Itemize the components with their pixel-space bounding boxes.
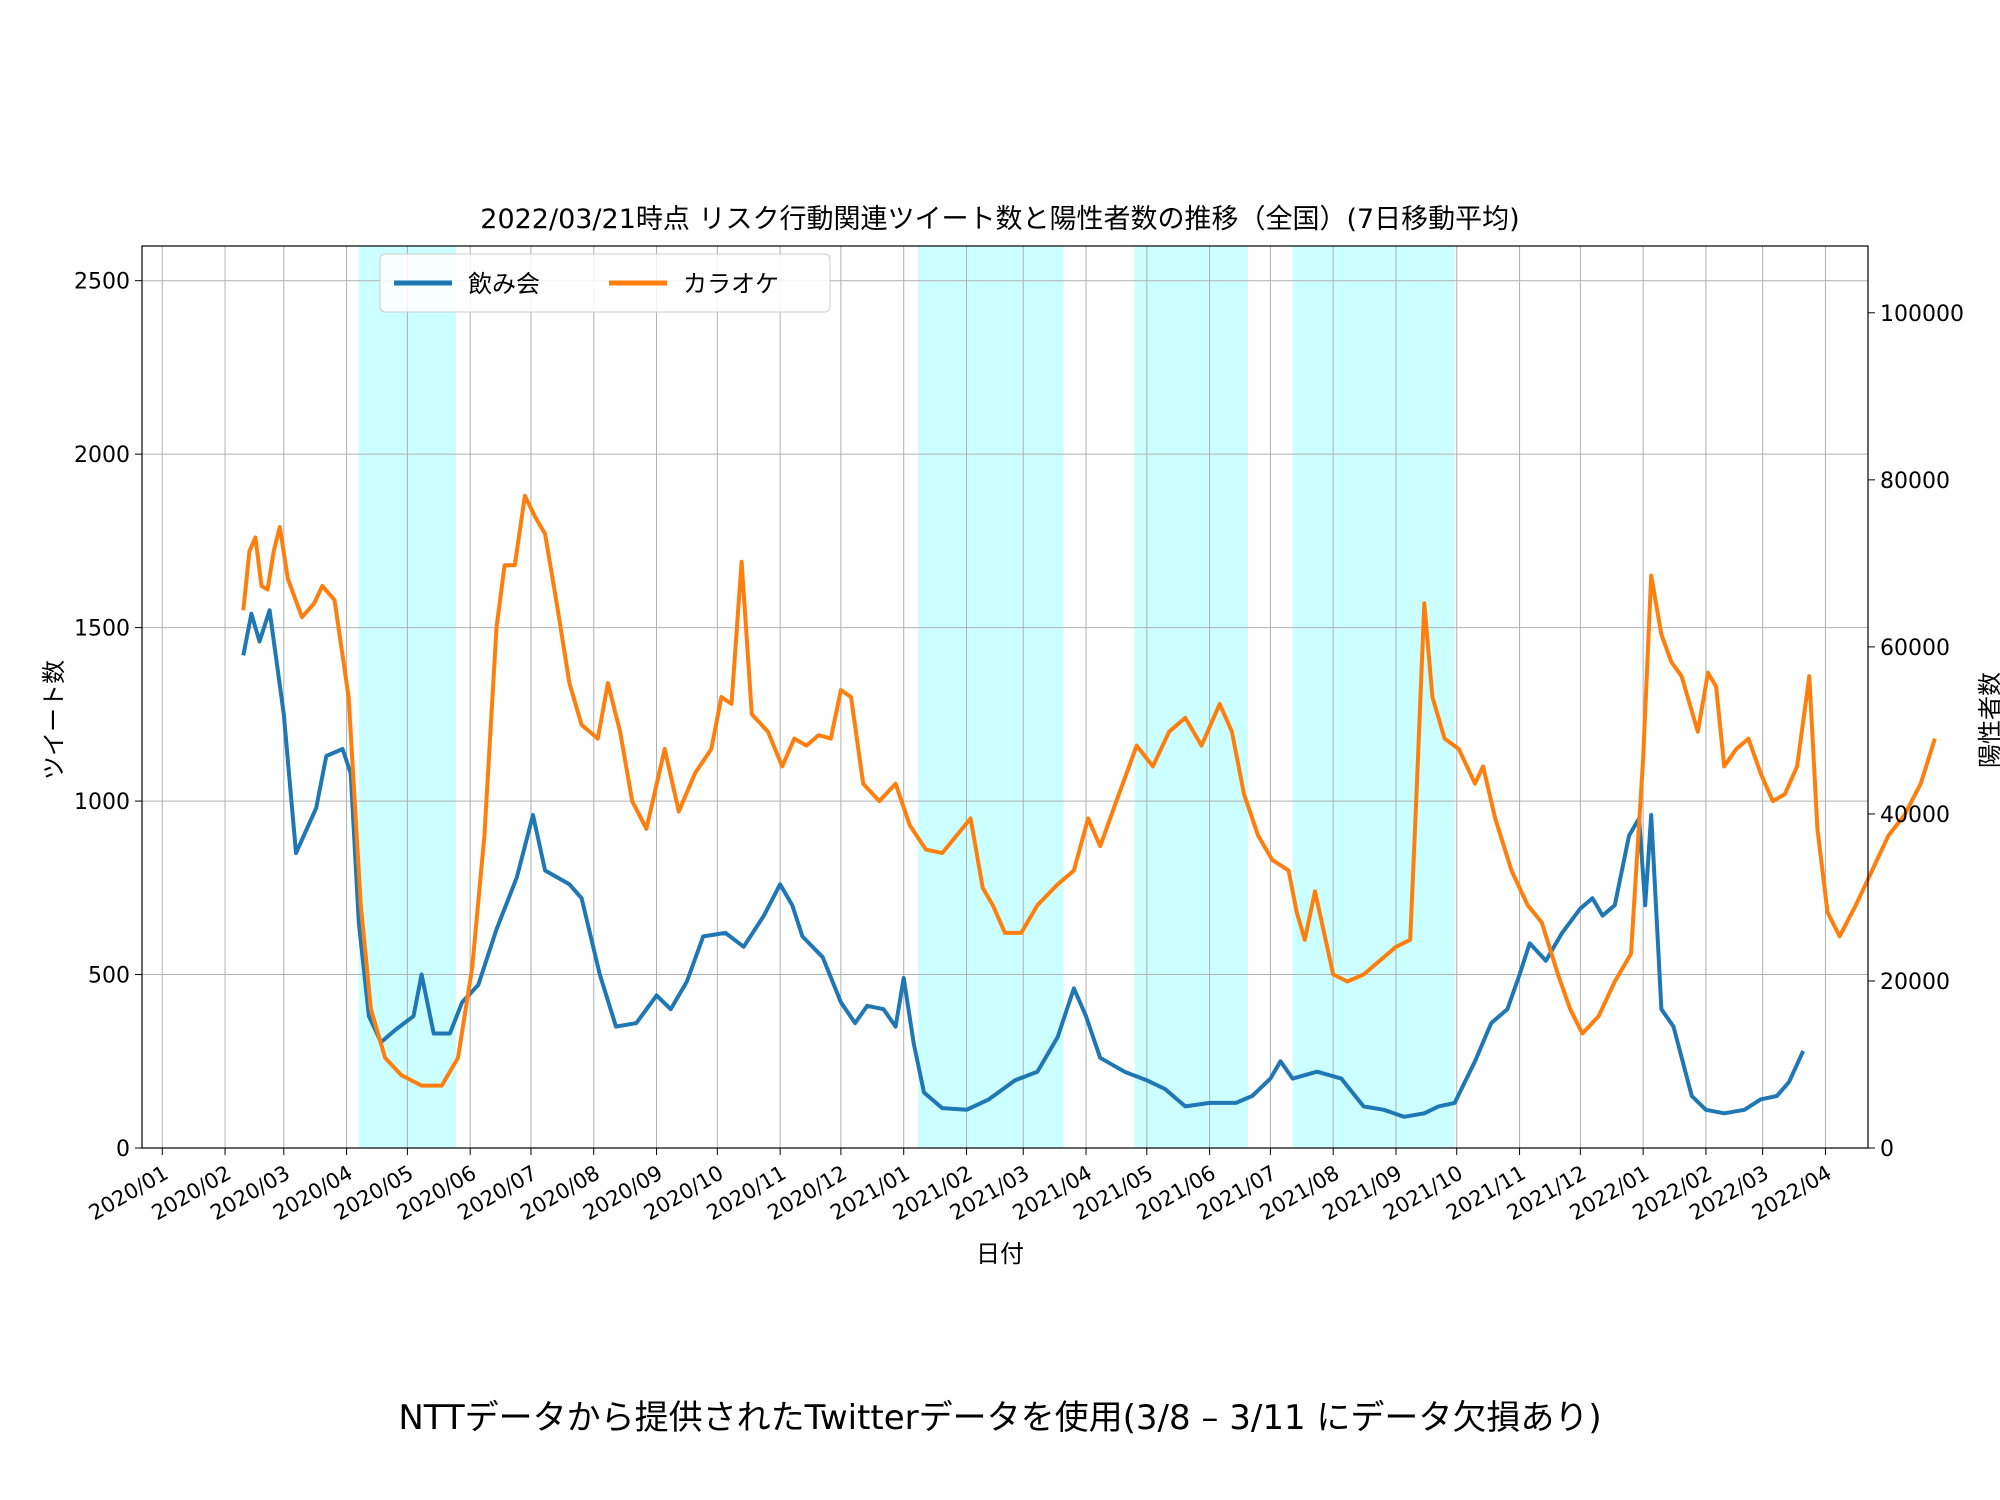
y-tick-label: 0 bbox=[116, 1137, 130, 1162]
y2-tick-label: 40000 bbox=[1880, 803, 1950, 828]
y2-tick-label: 100000 bbox=[1880, 302, 1964, 327]
y2-tick-label: 80000 bbox=[1880, 469, 1950, 494]
legend-label: カラオケ bbox=[683, 270, 779, 298]
y-tick-label: 2000 bbox=[74, 443, 130, 468]
shaded-period-4 bbox=[1292, 246, 1455, 1148]
y2-tick-label: 60000 bbox=[1880, 636, 1950, 661]
legend-label: 飲み会 bbox=[468, 270, 540, 298]
shaded-period-3 bbox=[1134, 246, 1249, 1148]
series-layer bbox=[241, 493, 1937, 1119]
plot-frame bbox=[141, 245, 1869, 1149]
legend: 飲み会 カラオケ bbox=[379, 253, 831, 313]
y2-axis-label: 陽性者数 bbox=[1976, 672, 2000, 768]
series-line-1 bbox=[241, 608, 1806, 1119]
y-tick-label: 2500 bbox=[74, 270, 130, 295]
chart-title: 2022/03/21時点 リスク行動関連ツイート数と陽性者数の推移（全国）(7日… bbox=[480, 204, 1519, 235]
shaded-period-2 bbox=[917, 246, 1064, 1148]
y-axis-label: ツイート数 bbox=[40, 660, 68, 780]
data-source-caption: NTTデータから提供されたTwitterデータを使用(3/8 – 3/11 にデ… bbox=[398, 1398, 1602, 1438]
y-tick-label: 1000 bbox=[74, 790, 130, 815]
emergency-shading-layer bbox=[358, 246, 1455, 1148]
y-tick-label: 500 bbox=[88, 964, 130, 989]
legend-box bbox=[379, 253, 831, 313]
y2-tick-label: 20000 bbox=[1880, 970, 1950, 995]
y2-tick-label: 0 bbox=[1880, 1137, 1894, 1162]
series-line-2 bbox=[241, 493, 1937, 1088]
x-axis-label: 日付 bbox=[976, 1240, 1024, 1268]
y-tick-label: 1500 bbox=[74, 617, 130, 642]
